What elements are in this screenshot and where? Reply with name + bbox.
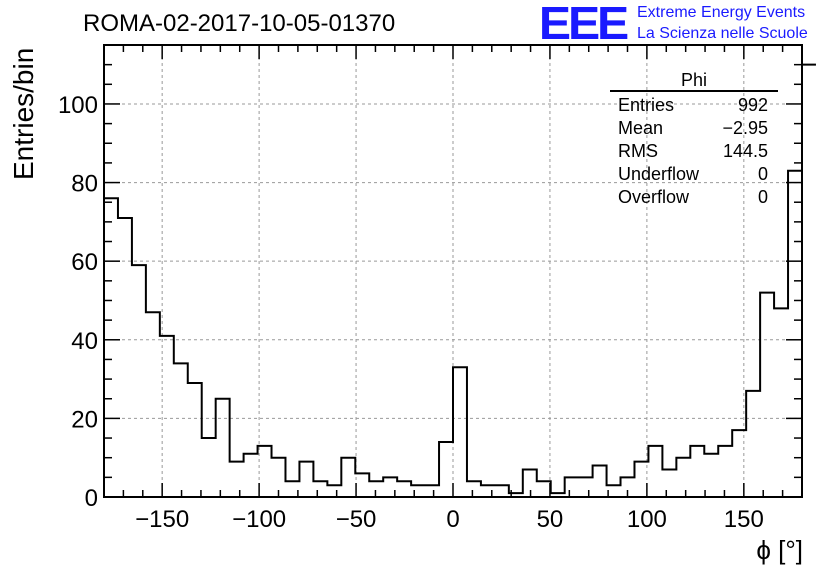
x-tick-label: 0	[446, 506, 459, 533]
stats-title: Phi	[680, 70, 707, 90]
eee-logo: EEE	[538, 0, 629, 49]
y-tick-label: 0	[85, 485, 98, 512]
stats-row-entries: Entries 992	[610, 94, 778, 117]
x-axis-label: ϕ [°]	[756, 535, 803, 565]
stats-row-rms: RMS 144.5	[610, 140, 778, 163]
y-tick-label: 60	[71, 249, 98, 276]
stats-row-mean: Mean −2.95	[610, 117, 778, 140]
y-tick-label: 40	[71, 328, 98, 355]
x-tick-labels: −150 −100 −50 0 50 100 150	[135, 506, 764, 533]
y-tick-label: 80	[71, 171, 98, 198]
histogram-line	[104, 63, 816, 495]
logo-line-1: Extreme Energy Events	[637, 4, 806, 21]
run-title: ROMA-02-2017-10-05-01370	[83, 10, 396, 37]
stats-value: 144.5	[722, 141, 768, 161]
y-axis-label: Entries/bin	[8, 47, 39, 180]
stats-label: Mean	[618, 118, 664, 138]
stats-value: 0	[757, 187, 768, 207]
stats-value: −2.95	[722, 118, 768, 138]
x-tick-label: −50	[336, 506, 377, 533]
x-tick-label: 150	[724, 506, 764, 533]
stats-separator	[610, 90, 778, 92]
stats-label: RMS	[618, 141, 658, 161]
x-tick-label: 100	[627, 506, 667, 533]
stats-label: Underflow	[618, 164, 700, 184]
axis-ticks	[104, 44, 803, 498]
stats-row-overflow: Overflow 0	[610, 186, 778, 209]
stats-box: Phi Entries 992 Mean −2.95 RMS 144.5 Und…	[610, 70, 778, 209]
stats-value: 992	[737, 95, 768, 115]
logo-line-2: La Scienza nelle Scuole	[637, 25, 808, 42]
stats-row-underflow: Underflow 0	[610, 163, 778, 186]
y-tick-label: 100	[58, 92, 98, 119]
y-tick-label: 20	[71, 406, 98, 433]
stats-label: Overflow	[618, 187, 690, 207]
stats-value: 0	[757, 164, 768, 184]
x-tick-label: 50	[537, 506, 564, 533]
y-tick-labels: 0 20 40 60 80 100	[58, 92, 98, 512]
x-tick-label: −150	[135, 506, 189, 533]
x-tick-label: −100	[232, 506, 286, 533]
stats-label: Entries	[618, 95, 675, 115]
